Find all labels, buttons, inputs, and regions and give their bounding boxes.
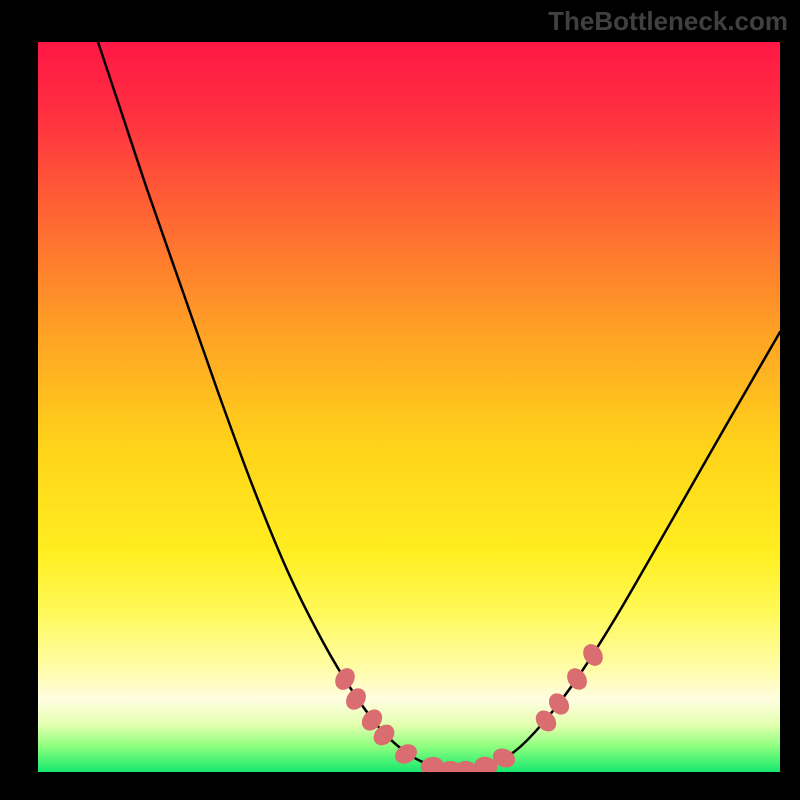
bottleneck-chart: TheBottleneck.com (0, 0, 800, 800)
plot-background (38, 42, 780, 772)
chart-container: TheBottleneck.com (0, 0, 800, 800)
watermark-text: TheBottleneck.com (548, 6, 788, 36)
